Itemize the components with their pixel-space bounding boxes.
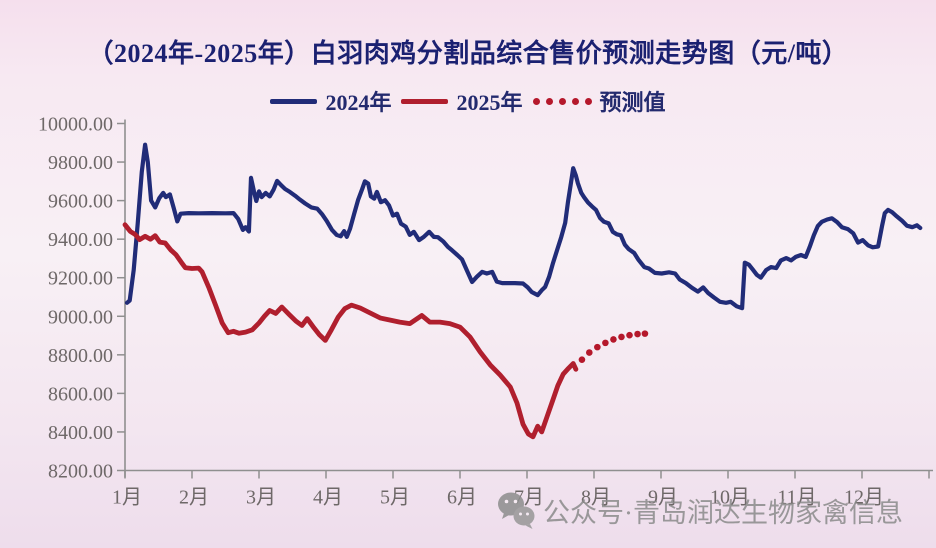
watermark-text: 公众号·青岛润达生物家禽信息 [543,497,903,528]
y-axis-tick-label: 8600.00 [48,383,113,405]
x-axis-tick-label: 10月 [710,487,750,509]
series-forecast-dot [634,330,641,338]
legend-dots-swatch-forecast [532,97,592,105]
x-axis-tick-label: 8月 [581,487,611,509]
x-axis-tick-label: 3月 [246,487,276,509]
y-axis-tick-label: 9800.00 [48,152,113,174]
legend-label-forecast: 预测值 [599,90,666,115]
legend-line-swatch-2025 [401,98,449,104]
x-axis-tick-label: 9月 [648,487,678,509]
legend-label-2025: 2025年 [456,90,523,115]
y-axis-tick-label: 9200.00 [48,268,113,290]
series-forecast-dot [586,349,593,356]
series-forecast-dot [610,336,617,343]
legend-item-2024: 2024年 [270,85,391,117]
y-axis-tick-label: 8200.00 [48,461,113,483]
legend-item-forecast: 预测值 [532,85,666,117]
chart-legend: 2024年 2025年 预测值 [0,85,936,117]
watermark: 公众号·青岛润达生物家禽信息 [496,489,903,531]
y-axis-tick-label: 8800.00 [48,345,113,367]
x-axis-tick-label: 12月 [844,487,884,509]
y-axis-tick-label: 9000.00 [48,306,113,328]
x-axis-tick-label: 4月 [313,487,343,509]
x-axis-tick-label: 11月 [777,487,816,509]
legend-item-2025: 2025年 [401,85,523,117]
y-axis-tick-label: 8400.00 [48,422,113,444]
series-forecast-dot [641,330,649,337]
x-axis-tick-label: 1月 [112,487,142,509]
series-forecast-dot [618,333,625,341]
x-axis-tick-label: 6月 [447,487,477,509]
wechat-icon [498,492,535,529]
series-2025年-line [122,222,579,440]
series-2024年-line [124,142,923,311]
y-axis-tick-label: 10000.00 [38,114,113,136]
x-axis-tick-label: 2月 [179,487,209,509]
y-axis-tick-label: 9400.00 [48,229,113,251]
legend-label-2024: 2024年 [325,90,392,115]
x-axis-tick-label: 5月 [380,487,410,509]
series-forecast-dot [626,331,633,339]
series-forecast-dot [594,343,601,351]
y-axis-tick-label: 9600.00 [48,191,113,213]
legend-line-swatch-2024 [270,98,318,104]
series-forecast-dot [602,339,609,347]
series-forecast-dot [578,356,586,363]
chart-title: （2024年-2025年）白羽肉鸡分割品综合售价预测走势图（元/吨） [87,39,849,68]
